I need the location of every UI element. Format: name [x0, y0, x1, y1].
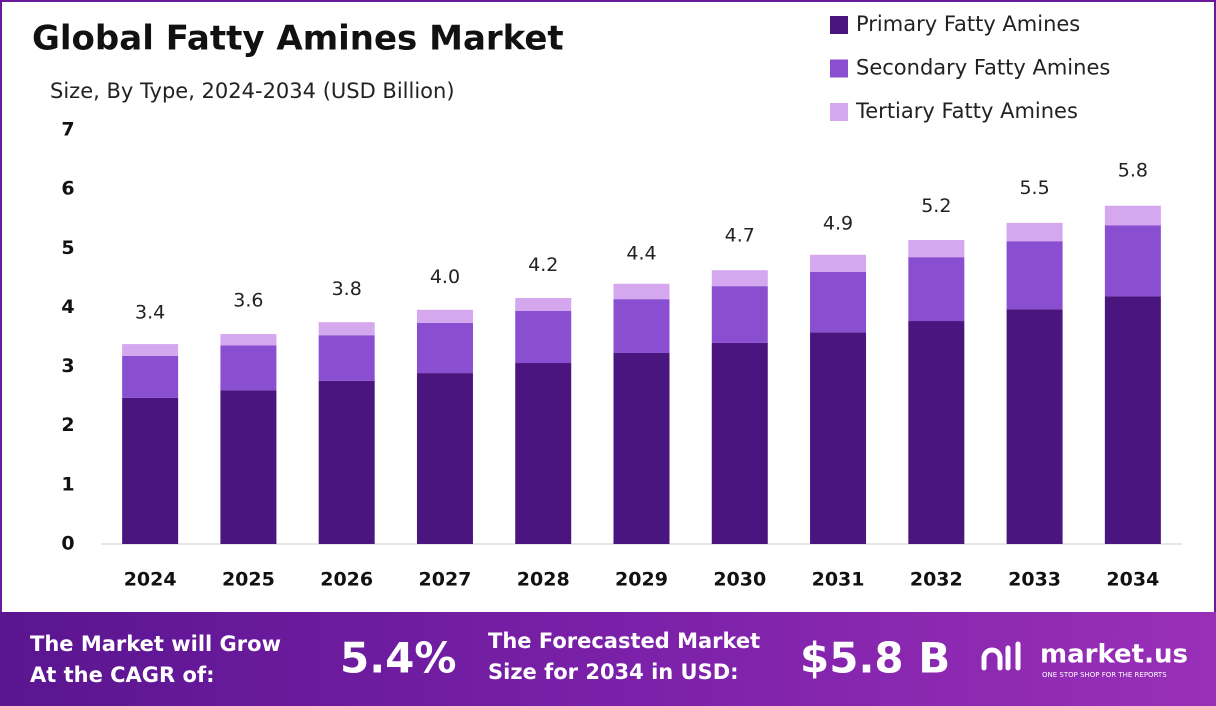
- bar-segment: [1104, 225, 1161, 297]
- value-label: 5.2: [921, 195, 951, 217]
- bar-segment: [613, 352, 670, 544]
- y-tick-label: 5: [61, 237, 74, 259]
- bar-segment: [515, 310, 572, 364]
- value-label: 3.6: [233, 290, 263, 312]
- bar-segment: [1006, 309, 1063, 544]
- x-tick-label: 2032: [910, 569, 963, 591]
- bar-segment: [122, 344, 179, 356]
- bar-segment: [908, 321, 965, 544]
- bar-segment: [318, 335, 375, 381]
- cagr-value: 5.4%: [340, 634, 456, 683]
- bar-segment: [1006, 241, 1063, 310]
- x-tick-label: 2028: [517, 569, 570, 591]
- chart-title: Global Fatty Amines Market: [32, 19, 564, 59]
- bar-segment: [416, 322, 473, 374]
- forecast-label: Size for 2034 in USD:: [488, 660, 739, 684]
- value-label: 5.5: [1019, 177, 1049, 199]
- bar-segment: [220, 345, 277, 391]
- brand-logo: [981, 641, 1021, 671]
- legend-swatch: [830, 103, 848, 121]
- x-tick-label: 2027: [419, 569, 472, 591]
- y-tick-label: 7: [61, 119, 74, 141]
- x-tick-label: 2025: [222, 569, 275, 591]
- x-tick-label: 2030: [713, 569, 766, 591]
- x-tick-label: 2029: [615, 569, 668, 591]
- bar-segment: [1006, 222, 1063, 242]
- x-tick-label: 2033: [1008, 569, 1061, 591]
- value-label: 4.4: [626, 242, 656, 264]
- value-label: 4.9: [823, 213, 853, 235]
- bar-segment: [122, 397, 179, 544]
- y-tick-label: 6: [61, 178, 74, 200]
- legend-swatch: [830, 16, 848, 34]
- value-label: 3.4: [135, 301, 165, 323]
- bar-segment: [810, 271, 867, 333]
- value-label: 4.2: [528, 254, 558, 276]
- value-label: 4.0: [430, 266, 460, 288]
- x-tick-label: 2031: [812, 569, 865, 591]
- cagr-label: The Market will Grow: [30, 632, 281, 656]
- footer-band: [0, 612, 1216, 706]
- y-tick-label: 4: [61, 296, 74, 318]
- bar-segment: [318, 380, 375, 544]
- brand: market.us: [1040, 640, 1188, 670]
- legend-label: Secondary Fatty Amines: [856, 56, 1110, 80]
- value-label: 5.8: [1118, 159, 1148, 181]
- bar-segment: [908, 257, 965, 322]
- bar-segment: [220, 334, 277, 346]
- bar-segment: [416, 373, 473, 544]
- cagr-label: At the CAGR of:: [30, 663, 215, 687]
- x-tick-label: 2024: [124, 569, 177, 591]
- bar-segment: [1104, 205, 1161, 226]
- forecast-value: $5.8 B: [800, 634, 950, 683]
- bar-segment: [810, 254, 867, 272]
- bar-segment: [220, 390, 277, 544]
- bar-segment: [613, 283, 670, 300]
- chart-subtitle: Size, By Type, 2024-2034 (USD Billion): [50, 79, 455, 103]
- bar-segment: [908, 240, 965, 258]
- bar-segment: [613, 299, 670, 353]
- value-label: 4.7: [725, 225, 755, 247]
- bar-segment: [416, 309, 473, 323]
- legend-label: Tertiary Fatty Amines: [855, 99, 1078, 123]
- y-tick-label: 1: [61, 473, 74, 495]
- bar-segment: [122, 355, 179, 398]
- brand-tagline: ONE STOP SHOP FOR THE REPORTS: [1042, 671, 1167, 679]
- bar-segment: [515, 297, 572, 311]
- y-tick-label: 3: [61, 355, 74, 377]
- forecast-label: The Forecasted Market: [488, 629, 760, 653]
- value-label: 3.8: [332, 278, 362, 300]
- legend-swatch: [830, 59, 848, 78]
- bar-segment: [810, 332, 867, 544]
- bar-segment: [515, 363, 572, 544]
- bar-segment: [711, 270, 768, 287]
- y-tick-label: 0: [61, 533, 74, 555]
- legend-label: Primary Fatty Amines: [856, 12, 1080, 36]
- bar-segment: [711, 342, 768, 544]
- x-tick-label: 2026: [320, 569, 373, 591]
- bar-segment: [711, 286, 768, 343]
- x-tick-label: 2034: [1106, 569, 1159, 591]
- bar-segment: [318, 322, 375, 336]
- bar-segment: [1104, 296, 1161, 544]
- y-tick-label: 2: [61, 414, 74, 436]
